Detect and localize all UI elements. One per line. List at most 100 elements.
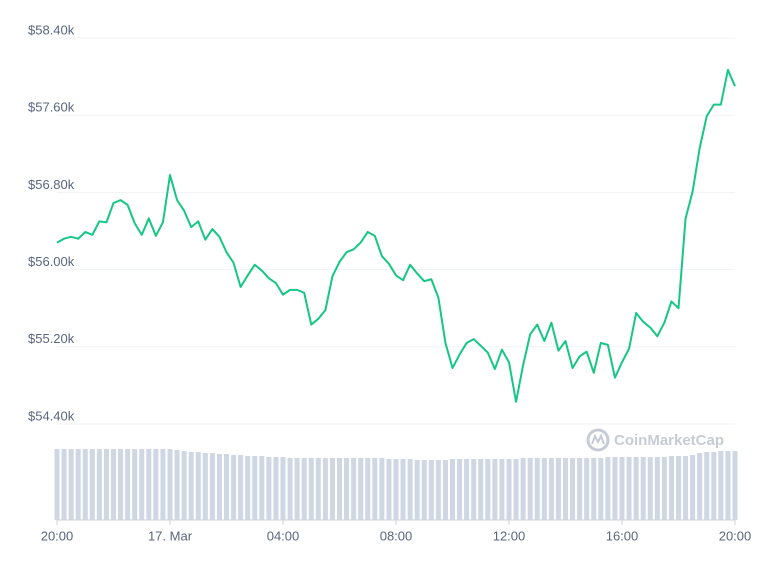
volume-bar	[386, 459, 392, 520]
volume-bar	[668, 456, 674, 520]
volume-bar	[449, 459, 456, 520]
volume-bar	[351, 458, 357, 520]
volume-bar	[690, 455, 696, 520]
volume-bar	[492, 459, 498, 520]
volume-bar	[675, 456, 682, 520]
volume-bar	[605, 457, 611, 520]
volume-bar	[485, 459, 491, 520]
volume-bar	[125, 449, 131, 520]
y-tick-label: $58.40k	[28, 22, 75, 37]
x-tick-label: 17. Mar	[148, 528, 193, 543]
watermark: CoinMarketCap	[586, 428, 724, 452]
volume-bar	[577, 458, 583, 520]
volume-bar	[167, 449, 173, 520]
volume-bar	[315, 458, 321, 520]
y-tick-label: $55.20k	[28, 331, 75, 346]
volume-bar	[591, 458, 597, 520]
watermark-text: CoinMarketCap	[614, 432, 724, 449]
y-tick-label: $54.40k	[28, 408, 75, 423]
volume-bar	[555, 458, 561, 520]
y-tick-label: $56.00k	[28, 254, 75, 269]
volume-bar	[457, 459, 463, 520]
volume-bar	[471, 459, 477, 520]
volume-bar	[195, 452, 201, 520]
volume-bar	[308, 458, 314, 520]
volume-bar	[160, 449, 166, 520]
volume-bar	[435, 460, 441, 520]
volume-bar	[61, 449, 67, 520]
volume-bar	[527, 458, 533, 520]
volume-bar	[619, 457, 625, 520]
volume-bar	[506, 459, 512, 520]
volume-bar	[223, 454, 230, 520]
volume-bar	[209, 453, 215, 520]
volume-bar	[365, 458, 371, 520]
volume-bar	[216, 454, 222, 520]
y-tick-label: $56.80k	[28, 177, 75, 192]
volume-bar	[68, 449, 74, 520]
volume-bar	[110, 449, 117, 520]
volume-bar	[640, 457, 646, 520]
volume-bar	[96, 449, 102, 520]
volume-bar	[358, 458, 364, 520]
volume-bar	[287, 458, 293, 520]
volume-bar	[259, 456, 265, 520]
volume-bar	[139, 449, 145, 520]
volume-bar	[280, 457, 286, 520]
x-tick-label: 12:00	[493, 528, 526, 543]
volume-bar	[520, 458, 526, 520]
volume-bar	[683, 456, 689, 520]
volume-bar	[407, 459, 413, 520]
volume-bar	[464, 459, 470, 520]
volume-bar	[181, 451, 187, 520]
volume-bar	[541, 458, 547, 520]
volume-bar	[654, 457, 660, 520]
volume-bar	[633, 457, 639, 520]
volume-bar	[273, 457, 279, 520]
volume-bar	[562, 458, 569, 520]
volume-bar	[344, 458, 350, 520]
volume-bar	[336, 458, 343, 520]
volume-bar	[704, 452, 710, 520]
volume-bar	[252, 456, 258, 520]
price-line	[56, 68, 736, 403]
x-tick-label: 08:00	[380, 528, 413, 543]
volume-bar	[548, 458, 554, 520]
volume-bar	[428, 460, 434, 520]
volume-bar	[499, 459, 505, 520]
volume-bar	[393, 459, 399, 520]
volume-bar	[153, 449, 159, 520]
volume-bar	[329, 458, 335, 520]
volume-bar	[89, 449, 95, 520]
x-tick-label: 16:00	[606, 528, 639, 543]
volume-bar	[647, 457, 653, 520]
x-tick-label: 20:00	[719, 528, 752, 543]
volume-bar	[266, 457, 272, 520]
volume-bar	[732, 451, 738, 520]
volume-bar	[202, 453, 208, 520]
volume-bar	[478, 459, 484, 520]
x-tick-label: 20:00	[41, 528, 74, 543]
volume-bar	[400, 459, 406, 520]
volume-bar	[301, 458, 307, 520]
volume-bar	[238, 455, 244, 520]
volume-bar	[294, 458, 300, 520]
volume-bar	[322, 458, 328, 520]
volume-bar	[570, 458, 576, 520]
volume-bar	[103, 449, 109, 520]
volume-bar	[442, 460, 448, 520]
volume-bar	[75, 449, 81, 520]
volume-bar	[534, 458, 540, 520]
volume-bar	[718, 451, 724, 520]
volume-bar	[174, 450, 180, 520]
y-tick-label: $57.60k	[28, 100, 75, 115]
volume-bar	[725, 451, 731, 520]
volume-bar	[584, 458, 590, 520]
volume-bar	[414, 460, 420, 520]
volume-bar	[132, 449, 138, 520]
volume-bar	[146, 449, 152, 520]
volume-bar	[231, 455, 237, 520]
volume-bar	[82, 449, 88, 520]
volume-bar	[421, 460, 427, 520]
